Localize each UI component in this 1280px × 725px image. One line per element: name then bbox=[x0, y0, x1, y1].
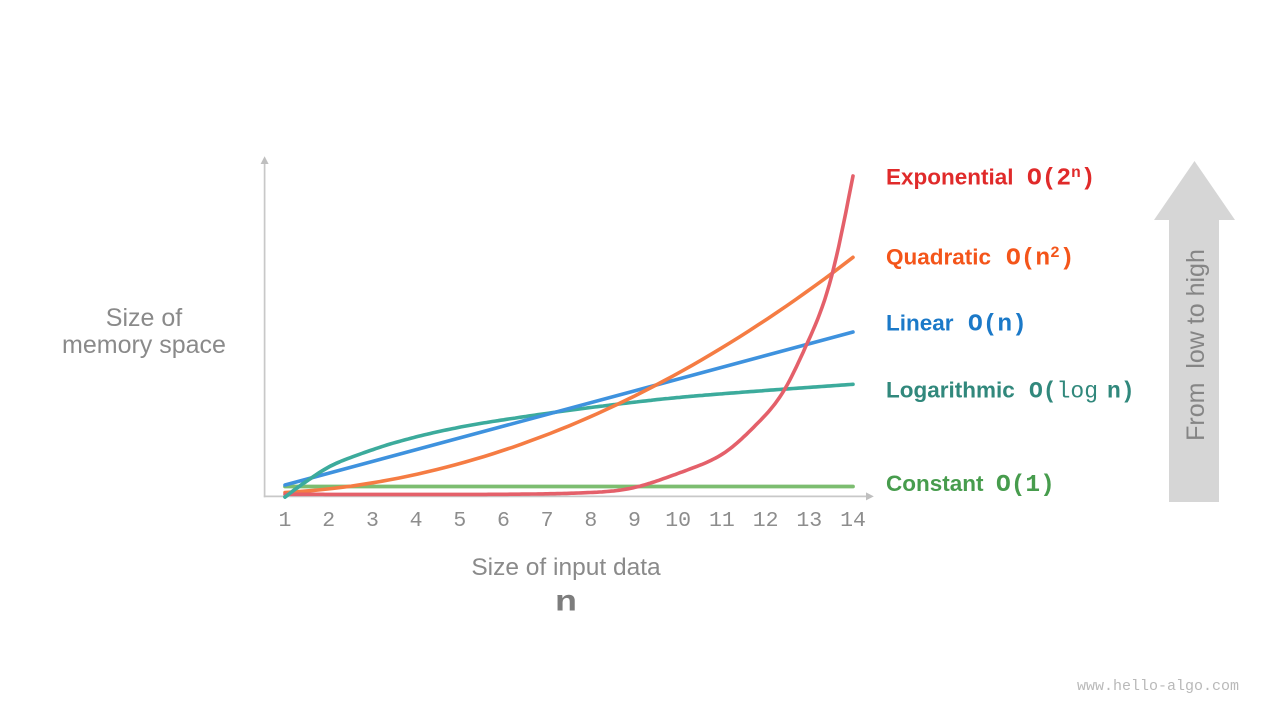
svg-text:12: 12 bbox=[753, 509, 779, 533]
svg-text:Constant: Constant bbox=[886, 471, 984, 496]
svg-text:11: 11 bbox=[709, 509, 735, 533]
svg-text:6: 6 bbox=[497, 509, 510, 533]
svg-text:10: 10 bbox=[665, 509, 691, 533]
svg-text:2: 2 bbox=[322, 509, 335, 533]
svg-text:Linear: Linear bbox=[886, 311, 954, 336]
svg-text:From low to high: From low to high bbox=[1182, 249, 1210, 441]
svg-text:13: 13 bbox=[796, 509, 822, 533]
svg-text:O(n): O(n) bbox=[968, 312, 1027, 339]
svg-text:O(n2): O(n2) bbox=[1006, 244, 1074, 273]
svg-text:Exponential: Exponential bbox=[886, 165, 1014, 190]
svg-text:Size of: Size of bbox=[106, 304, 182, 332]
svg-text:9: 9 bbox=[628, 509, 641, 533]
svg-text:n: n bbox=[555, 586, 577, 620]
svg-text:4: 4 bbox=[410, 509, 423, 533]
svg-text:1: 1 bbox=[279, 509, 292, 533]
svg-text:3: 3 bbox=[366, 509, 379, 533]
svg-text:8: 8 bbox=[584, 509, 597, 533]
svg-text:7: 7 bbox=[541, 509, 554, 533]
svg-text:www.hello-algo.com: www.hello-algo.com bbox=[1077, 678, 1239, 695]
svg-text:5: 5 bbox=[453, 509, 466, 533]
svg-text:Size of input data: Size of input data bbox=[471, 554, 661, 581]
svg-text:Logarithmic: Logarithmic bbox=[886, 377, 1015, 402]
svg-text:memory space: memory space bbox=[62, 331, 226, 359]
svg-text:Quadratic: Quadratic bbox=[886, 245, 991, 270]
svg-text:14: 14 bbox=[840, 509, 866, 533]
svg-text:O(2n): O(2n) bbox=[1027, 164, 1095, 193]
svg-text:O(1): O(1) bbox=[996, 472, 1055, 499]
